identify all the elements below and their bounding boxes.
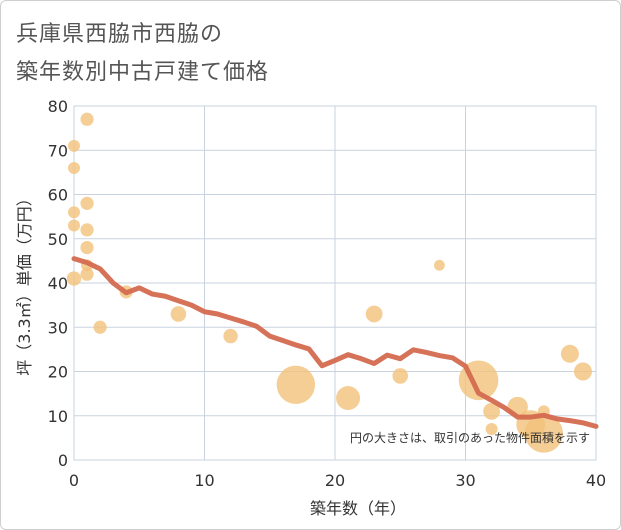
data-point <box>170 306 187 322</box>
y-tick-label: 40 <box>48 274 68 293</box>
chart-title-line-2: 築年数別中古戸建て価格 <box>16 60 270 85</box>
data-point <box>80 267 94 281</box>
y-tick-label: 70 <box>48 141 68 160</box>
data-point <box>560 344 579 363</box>
x-tick-label: 40 <box>586 471 606 490</box>
data-point <box>68 206 80 219</box>
x-tick-label: 0 <box>69 471 79 490</box>
data-point <box>276 365 316 404</box>
trend-line-layer <box>71 256 599 429</box>
data-point <box>573 362 592 381</box>
y-tick-label: 10 <box>48 407 68 426</box>
y-tick-label: 50 <box>48 230 68 249</box>
data-point <box>68 161 80 174</box>
data-point <box>68 139 80 152</box>
trend-line <box>71 256 599 429</box>
y-tick-label: 80 <box>48 97 68 116</box>
y-axis-title: 坪（3.3㎡）単価（万円） <box>15 190 34 375</box>
data-point <box>336 386 361 411</box>
x-tick-label: 20 <box>325 471 345 490</box>
data-point <box>80 196 94 210</box>
y-tick-label: 20 <box>48 363 68 382</box>
data-point <box>68 219 80 232</box>
y-tick-label: 60 <box>48 186 68 205</box>
data-point <box>483 402 500 420</box>
x-tick-label: 10 <box>194 471 214 490</box>
tick-labels: 0 10 20 30 40 0 10 20 30 40 50 60 70 80 <box>48 97 607 490</box>
data-point <box>80 241 94 255</box>
data-point <box>93 320 107 334</box>
chart-title-line-1: 兵庫県西脇市西脇の <box>16 22 224 47</box>
y-tick-label: 30 <box>48 318 68 337</box>
data-point <box>485 423 498 436</box>
x-axis-title: 築年数（年） <box>310 499 406 518</box>
data-point <box>365 305 383 323</box>
y-tick-label: 0 <box>58 451 68 470</box>
x-tick-label: 30 <box>455 471 475 490</box>
data-point <box>434 259 445 271</box>
data-point <box>524 414 563 453</box>
data-point <box>66 271 82 286</box>
data-point <box>80 223 94 237</box>
data-point <box>223 328 238 344</box>
data-point <box>392 368 409 384</box>
bubble-size-note: 円の大きさは、取引のあった物件面積を示す <box>350 430 590 445</box>
data-point <box>80 112 94 126</box>
